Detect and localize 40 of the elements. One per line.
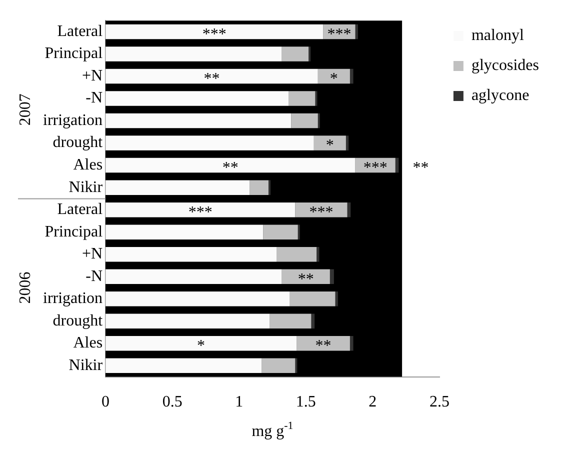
legend-label: aglycone — [471, 87, 530, 104]
x-tick-label: 0 — [102, 394, 110, 411]
data-label: *** — [327, 26, 352, 43]
y-tick-label: +N — [82, 67, 103, 84]
y-tick-label: Nikir — [68, 356, 104, 374]
y-tick-label: Lateral — [57, 22, 104, 40]
data-label: ** — [412, 160, 429, 177]
y-tick-label: Principal — [44, 223, 104, 240]
text: 2006 — [17, 272, 34, 304]
x-tick-label: 1.5 — [296, 394, 316, 411]
data-label: ** — [204, 70, 220, 88]
data-label: *** — [309, 204, 334, 222]
y-tick-label: Ales — [73, 334, 103, 352]
y-tick-label: Nikir — [68, 178, 104, 196]
text: malonyl — [471, 27, 524, 44]
data-label: *** — [188, 204, 212, 222]
data-label: * — [330, 70, 338, 88]
data-label: * — [326, 137, 334, 154]
data-label: ** — [315, 338, 332, 355]
x-tick-label: 0.5 — [162, 394, 182, 411]
y-tick-label: drought — [52, 134, 104, 152]
y-tick-label: -N — [86, 268, 103, 285]
y-tick-label: irrigation — [42, 290, 103, 308]
data-label: *** — [363, 160, 388, 177]
x-tick-label: 2 — [368, 394, 377, 411]
text: 2007 — [17, 94, 34, 126]
data-label: ** — [298, 270, 314, 288]
data-label: *** — [202, 26, 226, 43]
y-tick-label: Lateral — [57, 201, 104, 218]
x-tick-label: 2.5 — [429, 394, 450, 411]
x-tick-label: 1 — [235, 394, 244, 411]
legend-label: glycosides — [471, 57, 539, 74]
data-label: ** — [222, 160, 238, 177]
y-tick-label: drought — [52, 312, 104, 330]
y-tick-label: -N — [86, 90, 103, 107]
y-tick-label: Ales — [73, 156, 103, 174]
data-label: * — [197, 338, 206, 355]
y-tick-label: Principal — [44, 45, 104, 62]
y-tick-label: +N — [82, 246, 103, 263]
y-tick-label: irrigation — [42, 112, 103, 129]
